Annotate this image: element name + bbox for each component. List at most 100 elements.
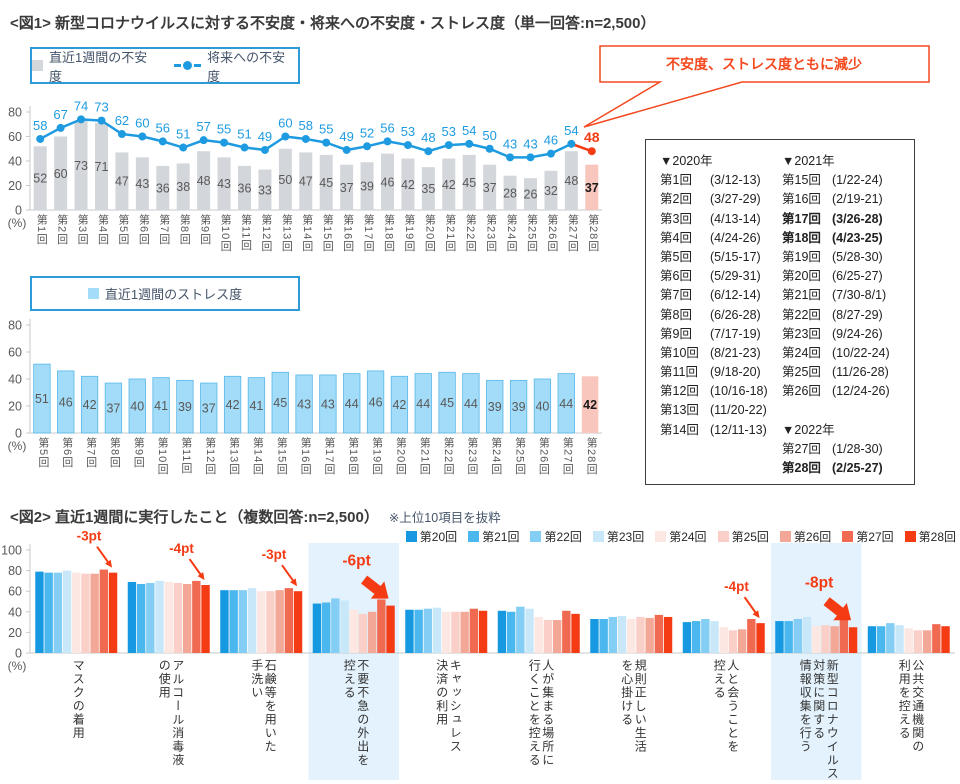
bar-value-label: 42 (583, 398, 597, 412)
bar (414, 373, 432, 434)
schedule-spacer (782, 401, 916, 420)
bar-value-label: 41 (249, 399, 263, 413)
callout-bubble (583, 45, 930, 128)
schedule-date: (8/27-29) (832, 307, 883, 322)
bar-value-label: 39 (512, 400, 526, 414)
schedule-column: ▼2021年 第15回 (1/22-24) 第16回 (2/19-21) 第17回 (3/2… (782, 152, 916, 484)
schedule-date: (4/13-14) (710, 211, 761, 226)
line-value-label: 56 (380, 120, 394, 135)
schedule-round: 第20回 (782, 269, 821, 284)
bar (793, 619, 803, 653)
legend-swatch (468, 531, 480, 542)
schedule-round: 第23回 (782, 326, 821, 341)
annotation-arrow (281, 564, 295, 582)
bar (173, 582, 183, 653)
fig2-note: ※上位10項目を抜粋 (388, 511, 501, 525)
bar (386, 605, 395, 653)
bar (682, 622, 692, 653)
line-value-label: 52 (360, 125, 374, 140)
bar (590, 619, 599, 653)
schedule-row: 第6回 (5/29-31) (660, 267, 774, 286)
bar-value-label: 60 (54, 167, 68, 181)
schedule-date: (9/24-26) (832, 326, 883, 341)
schedule-round: 第8回 (660, 307, 692, 322)
schedule-row: 第28回 (2/25-27) (782, 459, 916, 478)
y-axis-label: 40 (8, 373, 22, 387)
schedule-date: (3/26-28) (832, 211, 883, 226)
schedule-round: 第18回 (782, 230, 821, 245)
bar (497, 610, 507, 653)
bar (381, 153, 394, 210)
bar (53, 572, 63, 653)
line-point (322, 138, 331, 147)
schedule-round: 第22回 (782, 307, 821, 322)
schedule-date: (12/11-13) (710, 422, 767, 437)
line-value-label: 55 (217, 122, 231, 137)
schedule-round: 第27回 (782, 441, 821, 456)
line-point (158, 137, 167, 146)
schedule-round: 第2回 (660, 192, 692, 207)
bar (321, 602, 331, 653)
bar (258, 169, 272, 210)
schedule-round: 第10回 (660, 345, 699, 360)
line-point (383, 137, 392, 146)
bar-value-label: 33 (258, 183, 272, 197)
bar (812, 626, 821, 653)
line-value-label: 55 (319, 122, 333, 137)
bar (941, 626, 950, 653)
y-axis-label: 40 (8, 155, 22, 169)
schedule-row: 第10回 (8/21-23) (660, 344, 774, 363)
schedule-date: (5/29-31) (710, 269, 761, 284)
legend-swatch (592, 531, 604, 542)
schedule-date: (5/15-17) (710, 249, 761, 264)
bar (220, 590, 229, 653)
y-axis-label: 0 (15, 204, 22, 218)
annotation-arrowhead (197, 572, 205, 581)
bar (414, 609, 423, 653)
schedule-round: 第15回 (782, 173, 821, 188)
legend-label: 第23回 (606, 530, 645, 544)
bar (886, 623, 895, 653)
future-anxiety-line-marker (174, 61, 202, 70)
bar (127, 581, 137, 653)
bar (654, 614, 664, 653)
schedule-row: 第22回 (8/27-29) (782, 306, 916, 325)
bar (462, 373, 480, 434)
y-axis-label: 20 (8, 400, 22, 414)
bar-value-label: 42 (83, 398, 97, 412)
bar (663, 616, 673, 653)
bar (581, 376, 599, 433)
bar (57, 370, 75, 434)
bar (728, 630, 738, 653)
y-axis-label: 60 (8, 130, 22, 144)
line-value-label: 60 (278, 116, 292, 131)
schedule-round: 第9回 (660, 326, 692, 341)
bar (608, 616, 618, 653)
line-point (444, 141, 453, 150)
schedule-row: 第16回 (2/19-21) (782, 190, 916, 209)
fig2-title-text: <図2> 直近1週間に実行したこと（複数回答:n=2,500） (10, 509, 379, 526)
line-value-label: 60 (135, 116, 149, 131)
bar-value-label: 71 (95, 160, 109, 174)
line-value-label: 53 (401, 124, 415, 139)
schedule-date: (10/16-18) (710, 384, 768, 399)
schedule-row: 第4回 (4/24-26) (660, 229, 774, 248)
schedule-date: (4/23-25) (832, 230, 883, 245)
bar (775, 621, 784, 653)
y-axis-label: 20 (8, 626, 22, 640)
bar (275, 590, 284, 653)
line-point (301, 134, 310, 143)
bar-value-label: 42 (392, 398, 406, 412)
bar-value-label: 43 (321, 397, 335, 411)
bar-value-label: 48 (197, 174, 211, 188)
bar (564, 151, 578, 210)
bar (516, 606, 525, 653)
bar-value-label: 37 (483, 181, 497, 195)
line-point (199, 136, 208, 145)
bar (719, 627, 728, 653)
line-value-label: 43 (523, 136, 537, 151)
schedule-row: 第25回 (11/26-28) (782, 363, 916, 382)
y-axis-label: 80 (8, 106, 22, 120)
highlight-band (771, 543, 862, 780)
